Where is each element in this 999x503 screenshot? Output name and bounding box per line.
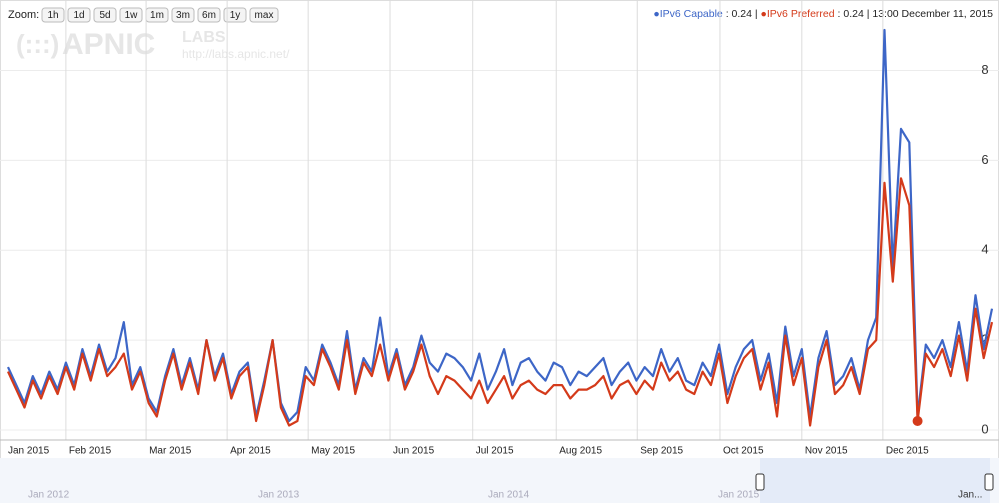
divider: | xyxy=(752,8,761,20)
zoom-button-label[interactable]: max xyxy=(255,10,274,21)
zoom-button[interactable] xyxy=(67,7,91,23)
x-tick-label: Apr 2015 xyxy=(230,446,271,457)
hover-point xyxy=(912,416,923,427)
x-tick-label: Sep 2015 xyxy=(640,446,683,457)
x-tick-label: Aug 2015 xyxy=(559,446,602,457)
logo-name: APNIC xyxy=(62,28,155,61)
logo-mark: (:::) xyxy=(16,29,59,59)
readout-text: ●IPv6 Capable : 0.24 | ●IPv6 Preferred :… xyxy=(653,8,993,20)
y-tick-label: 8 xyxy=(981,62,988,77)
x-tick-label: Jun 2015 xyxy=(393,446,435,457)
separator: : xyxy=(723,8,732,20)
x-tick-label: Jan 2015 xyxy=(8,446,50,457)
zoom-button-label[interactable]: 1m xyxy=(150,10,164,21)
zoom-button[interactable] xyxy=(249,7,279,23)
legend-dot: ●IPv6 Preferred xyxy=(761,8,835,20)
zoom-button[interactable] xyxy=(171,7,195,23)
readout-time: 13:00 December 11, 2015 xyxy=(872,8,993,20)
x-tick-label: May 2015 xyxy=(311,446,355,457)
x-tick-label: Oct 2015 xyxy=(723,446,764,457)
navigator-handle[interactable] xyxy=(984,473,994,491)
navigator-label: Jan... xyxy=(958,490,982,501)
x-tick-label: Feb 2015 xyxy=(69,446,112,457)
navigator-label: Jan 2013 xyxy=(258,490,300,501)
x-tick-label: Nov 2015 xyxy=(805,446,848,457)
series-line xyxy=(7,177,994,427)
zoom-button[interactable] xyxy=(223,7,247,23)
navigator-label: Jan 2014 xyxy=(488,490,530,501)
zoom-button-label[interactable]: 1y xyxy=(230,10,241,21)
navigator-label: Jan 2015 xyxy=(718,490,760,501)
logo-url: http://labs.apnic.net/ xyxy=(182,47,290,61)
y-tick-label: 6 xyxy=(981,152,988,167)
logo: (:::) APNIC LABS http://labs.apnic.net/ xyxy=(16,28,290,61)
zoom-button[interactable] xyxy=(41,7,65,23)
x-tick-label: Jul 2015 xyxy=(476,446,514,457)
separator: : xyxy=(835,8,844,20)
divider: | xyxy=(864,8,873,20)
readout-value: 0.24 xyxy=(732,8,753,20)
x-tick-label: Mar 2015 xyxy=(149,446,192,457)
x-tick-label: Dec 2015 xyxy=(886,446,929,457)
legend-dot: ●IPv6 Capable xyxy=(653,8,723,20)
zoom-button-label[interactable]: 3m xyxy=(176,10,190,21)
zoom-button-label[interactable]: 6m xyxy=(202,10,216,21)
zoom-button-label[interactable]: 1d xyxy=(73,10,84,21)
readout: ●IPv6 Capable : 0.24 | ●IPv6 Preferred :… xyxy=(653,8,993,20)
logo-labs: LABS xyxy=(182,29,226,46)
zoom-label: Zoom: xyxy=(8,9,39,21)
zoom-button[interactable] xyxy=(93,7,117,23)
zoom-button-label[interactable]: 1w xyxy=(125,10,139,21)
zoom-button-label[interactable]: 5d xyxy=(99,10,110,21)
readout-value: 0.24 xyxy=(843,8,864,20)
navigator-selection xyxy=(760,458,990,503)
zoom-button-label[interactable]: 1h xyxy=(47,10,58,21)
series-line xyxy=(7,28,994,423)
y-tick-label: 4 xyxy=(981,242,988,257)
navigator-handle[interactable] xyxy=(755,473,765,491)
navigator-label: Jan 2012 xyxy=(28,490,70,501)
zoom-button[interactable] xyxy=(119,7,143,23)
y-tick-label: 0 xyxy=(981,421,988,436)
zoom-button[interactable] xyxy=(197,7,221,23)
